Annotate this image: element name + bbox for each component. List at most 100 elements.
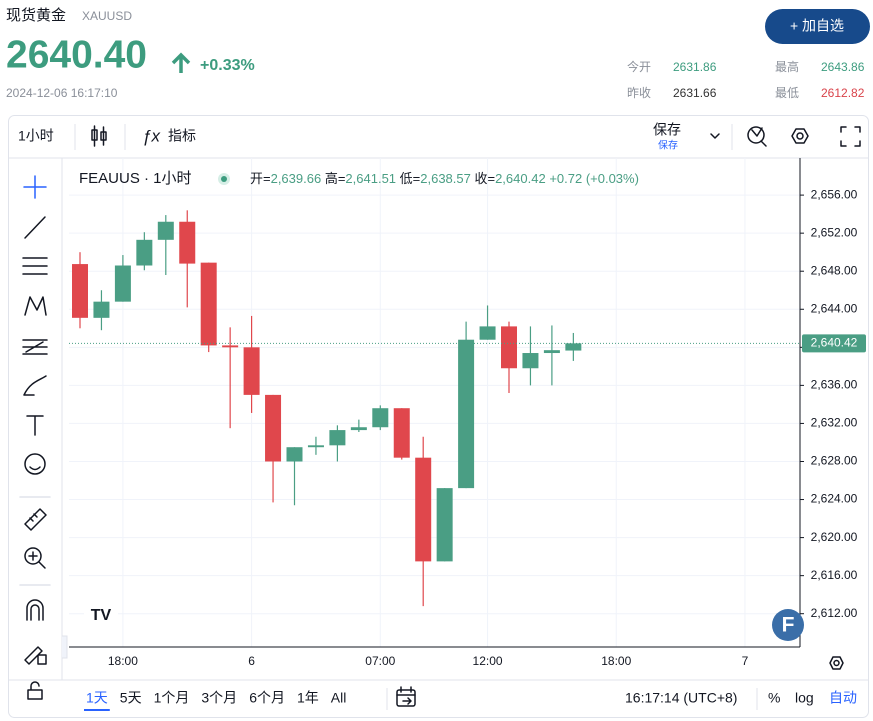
- trendline-tool[interactable]: [24, 216, 46, 239]
- indicators-button[interactable]: 指标: [168, 128, 196, 144]
- goto-date-button[interactable]: [396, 686, 416, 707]
- sidebar-toggle[interactable]: [62, 635, 68, 659]
- brand-badge-letter: F: [782, 614, 795, 637]
- pattern-tool[interactable]: [24, 296, 47, 316]
- legend-value: 2,640.42: [495, 171, 546, 186]
- y-tick-label: 2,616.00: [811, 568, 858, 582]
- alert-button[interactable]: [747, 126, 767, 147]
- brand-badge: [772, 609, 804, 641]
- log-toggle[interactable]: log: [795, 690, 814, 706]
- ruler-tool[interactable]: [24, 508, 47, 531]
- x-tick-label: 6: [248, 654, 255, 668]
- y-tick-label: 2,612.00: [811, 606, 858, 620]
- range-bar: 1天 5天 1个月 3个月 6个月 1年 All: [84, 690, 347, 711]
- plot: 2,640.42: [69, 210, 866, 607]
- save-sub-label: 保存: [658, 139, 678, 152]
- candle-body: [307, 445, 324, 448]
- status-dot: [221, 176, 227, 182]
- instrument-symbol: XAUUSD: [82, 9, 132, 23]
- fx-icon[interactable]: ƒx: [142, 126, 160, 145]
- candle-body: [501, 326, 517, 369]
- legend-value: 2,638.57: [420, 171, 471, 186]
- watchlist-button-label[interactable]: + 加自选: [790, 18, 844, 34]
- candle-body: [329, 430, 346, 446]
- x-tick-label: 18:00: [601, 654, 631, 668]
- y-tick-label: 2,644.00: [811, 301, 858, 315]
- save-menu-chevron[interactable]: [710, 133, 720, 139]
- chart-widget: [8, 115, 869, 718]
- interval-button[interactable]: 1小时: [18, 128, 54, 144]
- brush-tool[interactable]: [23, 375, 47, 396]
- axis-settings-button[interactable]: [829, 656, 844, 670]
- x-tick-label: 07:00: [365, 654, 395, 668]
- candle-body: [286, 447, 303, 462]
- stat-label: 昨收: [627, 86, 651, 100]
- candle-body: [72, 264, 88, 318]
- candle-body: [136, 239, 153, 266]
- grid: 2,612.00 2,616.00 2,620.00 2,624.00 2,628.00…: [69, 158, 858, 668]
- legend-value: 2,639.66: [271, 171, 322, 186]
- last-price-label: 2,640.42: [811, 335, 858, 349]
- candle-body: [415, 457, 432, 562]
- range-button[interactable]: 6个月: [249, 690, 285, 706]
- candle-body: [157, 221, 174, 240]
- range-button[interactable]: 1个月: [154, 690, 190, 706]
- save-button[interactable]: 保存: [653, 122, 681, 138]
- magnet-tool[interactable]: [26, 599, 44, 621]
- candle-body: [436, 488, 453, 562]
- watchlist-button[interactable]: [765, 9, 870, 44]
- percent-toggle[interactable]: %: [768, 690, 780, 706]
- lock-tool[interactable]: [27, 681, 43, 700]
- clock: 16:17:14 (UTC+8): [625, 690, 737, 706]
- candle-body: [93, 301, 110, 318]
- legend-label: 开=: [250, 171, 271, 186]
- stat-value: 2643.86: [821, 60, 865, 74]
- crosshair-tool[interactable]: [23, 175, 47, 199]
- candle-body: [350, 427, 367, 431]
- fib-tool[interactable]: [22, 257, 48, 275]
- text-tool[interactable]: [26, 415, 44, 436]
- stat-value: 2612.82: [821, 86, 865, 100]
- settings-button[interactable]: [791, 128, 809, 144]
- forecast-tool[interactable]: [22, 339, 48, 355]
- price-change: +0.33%: [200, 57, 255, 74]
- auto-toggle[interactable]: 自动: [829, 690, 857, 706]
- svg-text:TV: TV: [91, 607, 112, 624]
- candle-body: [543, 350, 560, 354]
- candle-body: [243, 347, 260, 395]
- zoom-tool[interactable]: [24, 547, 46, 569]
- stat-value: 2631.66: [673, 86, 717, 100]
- fullscreen-button[interactable]: [840, 126, 861, 147]
- range-button[interactable]: 1年: [297, 690, 319, 706]
- y-tick-label: 2,632.00: [811, 416, 858, 430]
- x-tick-label: 7: [742, 654, 749, 668]
- range-button[interactable]: 1天: [86, 690, 108, 706]
- y-tick-label: 2,652.00: [811, 225, 858, 239]
- stat-label: 最高: [775, 59, 799, 74]
- legend-label: 低=: [400, 171, 421, 186]
- candle-body: [458, 339, 475, 489]
- candle-body: [114, 265, 131, 302]
- candle-body: [522, 353, 539, 369]
- stat-value: 2631.86: [673, 60, 717, 74]
- candle-body: [565, 343, 582, 351]
- ohlc-legend: 开=2,639.66 高=2,641.51 低=2,638.57 收=2,640…: [250, 171, 639, 186]
- icon-tool[interactable]: [24, 453, 46, 475]
- chart-type-button[interactable]: [91, 125, 107, 147]
- y-tick-label: 2,620.00: [811, 530, 858, 544]
- y-tick-label: 2,624.00: [811, 492, 858, 506]
- range-button[interactable]: 3个月: [201, 690, 237, 706]
- drawing-toolbar: [19, 175, 51, 700]
- lock-draw-tool[interactable]: [24, 646, 47, 665]
- last-price-tag: [802, 334, 866, 353]
- candle-body: [200, 262, 217, 346]
- legend-value: 2,641.51: [345, 171, 396, 186]
- stat-label: 今开: [627, 59, 651, 74]
- range-button[interactable]: All: [331, 690, 347, 706]
- candle-body: [479, 326, 496, 340]
- range-button[interactable]: 5天: [120, 690, 142, 706]
- candle-body: [265, 394, 282, 462]
- up-arrow: [171, 52, 191, 73]
- legend-label: 收=: [474, 171, 495, 186]
